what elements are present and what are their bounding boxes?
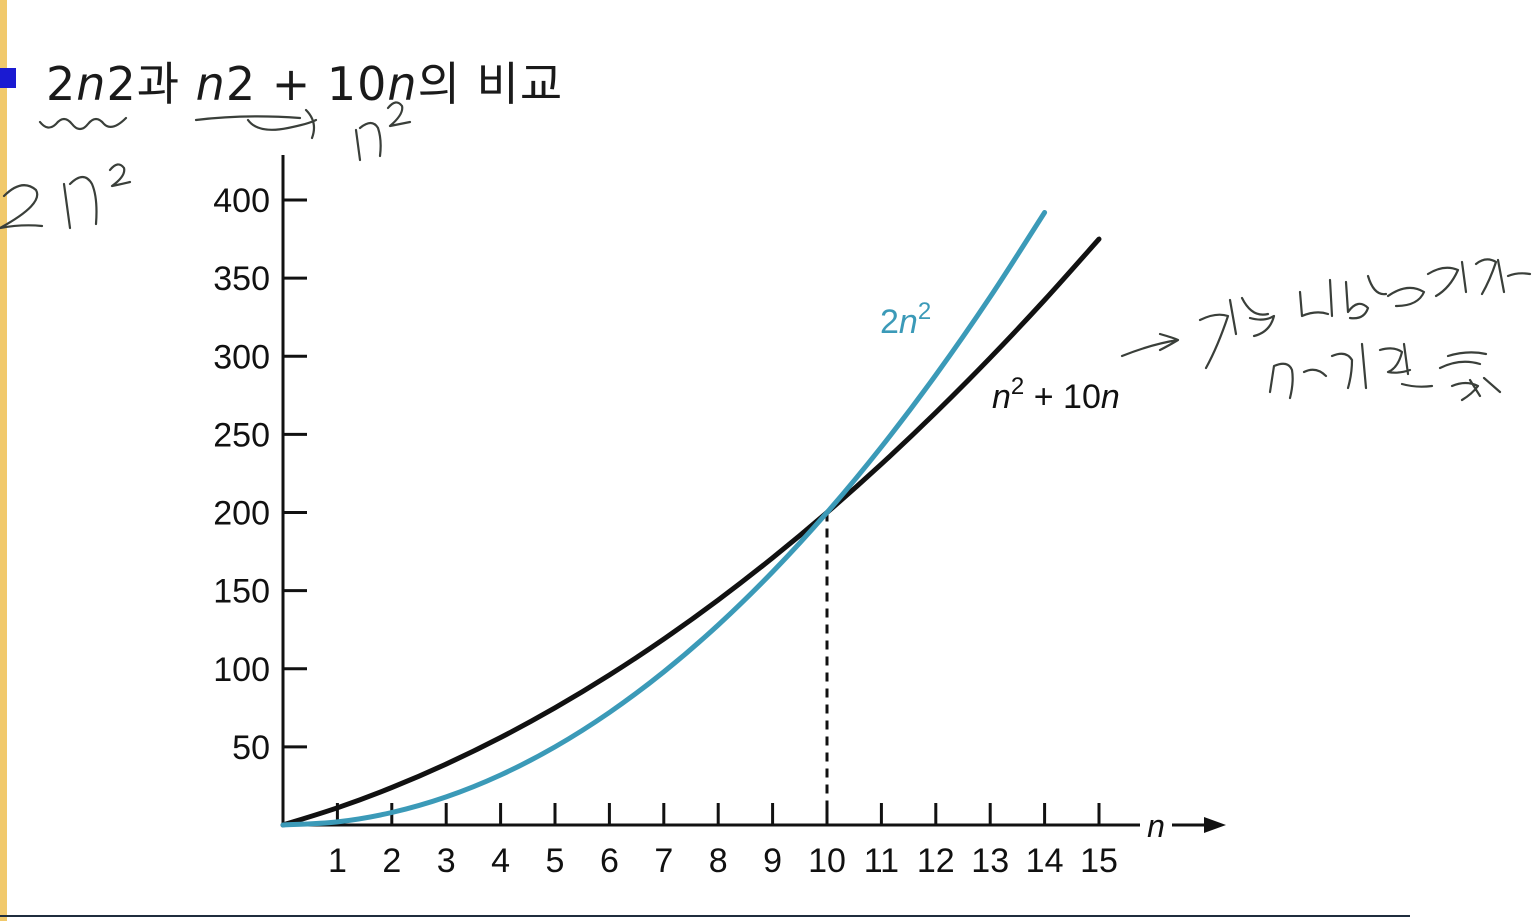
x-tick-label: 4 bbox=[491, 842, 510, 880]
series-label-2n-squared: 2n2 bbox=[880, 298, 931, 341]
heading-part-italic: n bbox=[195, 57, 226, 111]
handwritten-note bbox=[1120, 258, 1532, 402]
y-tick-label: 400 bbox=[213, 182, 270, 220]
x-tick-label: 6 bbox=[600, 842, 619, 880]
y-tick-label: 200 bbox=[213, 495, 270, 533]
x-tick-label: 3 bbox=[437, 842, 456, 880]
handwritten-annotations bbox=[0, 101, 1532, 402]
y-tick-label: 300 bbox=[213, 338, 270, 376]
x-tick-label: 15 bbox=[1080, 842, 1118, 880]
handwritten-squiggle bbox=[38, 116, 128, 131]
x-tick-label: 2 bbox=[382, 842, 401, 880]
x-tick-label: 1 bbox=[328, 842, 347, 880]
series-line-2n-squared bbox=[280, 210, 1048, 828]
bullet-square bbox=[0, 68, 16, 88]
x-tick-label: 8 bbox=[709, 842, 728, 880]
x-tick-label: 12 bbox=[917, 842, 955, 880]
x-tick-label: 14 bbox=[1026, 842, 1064, 880]
slide-heading: 2n2과 n2 + 10n의 비교 bbox=[46, 48, 563, 114]
heading-part-italic: n bbox=[387, 57, 418, 111]
handwritten-2n-squared bbox=[0, 163, 132, 230]
heading-part: 의 비교 bbox=[417, 57, 564, 111]
slide-footer-line bbox=[0, 915, 1410, 917]
handwritten-arrow bbox=[194, 108, 318, 140]
x-tick-label: 13 bbox=[971, 842, 1009, 880]
x-axis-label: n bbox=[1147, 808, 1165, 844]
heading-part: 2과 bbox=[106, 57, 196, 111]
y-tick-label: 350 bbox=[213, 260, 270, 298]
x-axis-arrow-head bbox=[1204, 817, 1226, 833]
x-tick-label: 9 bbox=[763, 842, 782, 880]
heading-part: 2 bbox=[46, 57, 77, 111]
y-tick-label: 50 bbox=[232, 729, 270, 767]
x-tick-label: 11 bbox=[864, 842, 899, 880]
series-line-n-squared-plus-10n bbox=[280, 236, 1102, 828]
y-tick-label: 250 bbox=[213, 416, 270, 454]
x-tick-label: 10 bbox=[808, 842, 846, 880]
y-tick-label: 100 bbox=[213, 651, 270, 689]
series-label-n-squared-plus-10n: n2 + 10n bbox=[992, 373, 1120, 416]
x-tick-label: 5 bbox=[546, 842, 565, 880]
heading-part: 2 + 10 bbox=[225, 57, 388, 111]
y-tick-label: 150 bbox=[213, 573, 270, 611]
heading-part-italic: n bbox=[76, 57, 107, 111]
x-tick-label: 7 bbox=[654, 842, 673, 880]
slide-accent-strip bbox=[0, 0, 7, 921]
handwritten-n-squared bbox=[354, 101, 412, 162]
